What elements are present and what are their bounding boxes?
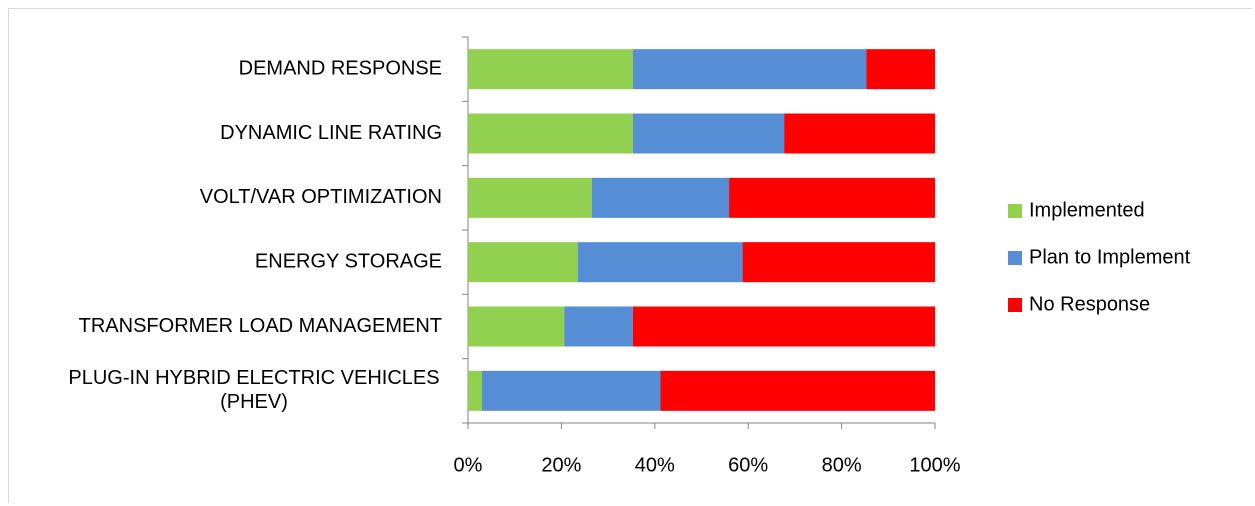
x-tick-label: 0% (454, 454, 483, 476)
bar-plan-to-implement (564, 306, 633, 347)
legend-swatch (1008, 298, 1022, 312)
category-label: PLUG-IN HYBRID ELECTRIC VEHICLES (68, 367, 439, 389)
category-label: DEMAND RESPONSE (239, 57, 442, 79)
bar-no-response (632, 306, 935, 347)
category-label: (PHEV) (220, 391, 288, 413)
x-tick-label: 80% (822, 454, 862, 476)
bar-implemented (468, 370, 483, 411)
x-tick-label: 100% (909, 454, 960, 476)
bar-implemented (468, 306, 565, 347)
bar-no-response (866, 49, 935, 90)
legend-swatch (1008, 251, 1022, 265)
x-tick-label: 60% (728, 454, 768, 476)
x-tick-label: 20% (541, 454, 581, 476)
bar-plan-to-implement (482, 370, 661, 411)
category-label: TRANSFORMER LOAD MANAGEMENT (79, 315, 442, 337)
bar-implemented (468, 49, 633, 90)
chart-frame (8, 8, 1252, 503)
bar-no-response (729, 177, 935, 218)
bar-implemented (468, 242, 578, 283)
legend-swatch (1008, 204, 1022, 218)
bar-no-response (784, 113, 935, 154)
bar-no-response (742, 242, 935, 283)
legend-label: No Response (1029, 293, 1150, 315)
bar-plan-to-implement (577, 242, 743, 283)
bar-implemented (468, 113, 633, 154)
bar-plan-to-implement (591, 177, 730, 218)
legend: Implemented Plan to Implement No Response (1008, 199, 1191, 315)
x-tick-label: 40% (635, 454, 675, 476)
axes (462, 36, 936, 429)
x-tick-labels: 0% 20% 40% 60% 80% 100% (454, 454, 961, 476)
bars (468, 49, 935, 411)
category-label: DYNAMIC LINE RATING (220, 122, 442, 144)
bar-plan-to-implement (632, 49, 867, 90)
legend-label: Implemented (1029, 199, 1145, 221)
legend-label: Plan to Implement (1029, 246, 1191, 268)
bar-no-response (660, 370, 935, 411)
category-labels: DEMAND RESPONSE DYNAMIC LINE RATING VOLT/V… (68, 57, 442, 413)
bar-plan-to-implement (632, 113, 785, 154)
category-label: VOLT/VAR OPTIMIZATION (200, 186, 442, 208)
category-label: ENERGY STORAGE (255, 250, 442, 272)
bar-implemented (468, 177, 592, 218)
